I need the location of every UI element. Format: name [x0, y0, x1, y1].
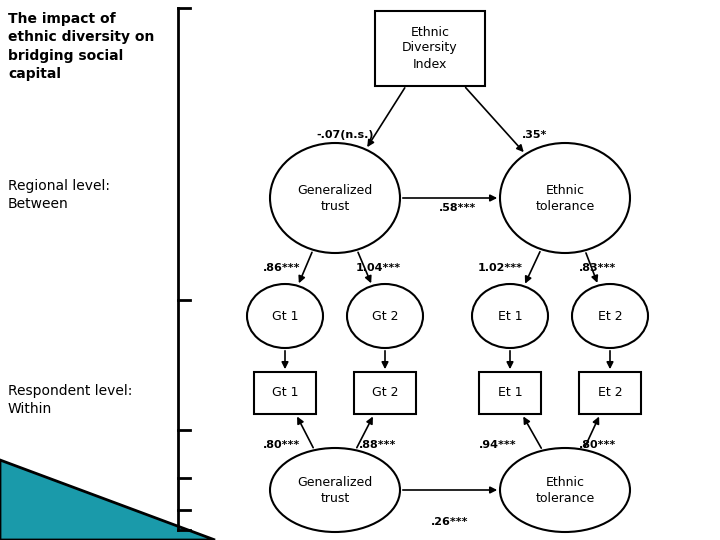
Bar [354, 372, 416, 414]
Text: 1.02***: 1.02*** [477, 263, 523, 273]
Ellipse shape [500, 448, 630, 532]
Text: .35*: .35* [522, 130, 548, 140]
Text: Et 2: Et 2 [598, 387, 622, 400]
Text: .86***: .86*** [264, 263, 301, 273]
Text: .80***: .80*** [580, 440, 616, 450]
Text: .94***: .94*** [480, 440, 517, 450]
Ellipse shape [247, 284, 323, 348]
Text: .80***: .80*** [264, 440, 301, 450]
Text: .58***: .58*** [439, 203, 477, 213]
Bar [375, 10, 485, 85]
Text: Generalized
trust: Generalized trust [297, 476, 373, 504]
Ellipse shape [270, 448, 400, 532]
Ellipse shape [270, 143, 400, 253]
Polygon shape [0, 460, 215, 540]
Bar [254, 372, 316, 414]
Ellipse shape [572, 284, 648, 348]
Text: Regional level:
Between: Regional level: Between [8, 179, 110, 211]
Ellipse shape [347, 284, 423, 348]
Text: Et 1: Et 1 [498, 309, 522, 322]
Text: Ethnic
tolerance: Ethnic tolerance [536, 476, 595, 504]
Text: .83***: .83*** [580, 263, 616, 273]
Text: Gt 1: Gt 1 [271, 309, 298, 322]
Text: .26***: .26*** [431, 517, 469, 527]
Bar [479, 372, 541, 414]
Ellipse shape [500, 143, 630, 253]
Bar [579, 372, 641, 414]
Text: The impact of
ethnic diversity on
bridging social
capital: The impact of ethnic diversity on bridgi… [8, 12, 154, 81]
Ellipse shape [472, 284, 548, 348]
Text: .88***: .88*** [359, 440, 397, 450]
Text: Ethnic
tolerance: Ethnic tolerance [536, 184, 595, 213]
Text: Gt 2: Gt 2 [372, 387, 398, 400]
Text: -.07(n.s.): -.07(n.s.) [316, 130, 374, 140]
Text: Respondent level:
Within: Respondent level: Within [8, 384, 132, 416]
Text: 1.04***: 1.04*** [356, 263, 400, 273]
Text: Et 2: Et 2 [598, 309, 622, 322]
Text: Gt 2: Gt 2 [372, 309, 398, 322]
Text: Generalized
trust: Generalized trust [297, 184, 373, 213]
Text: Gt 1: Gt 1 [271, 387, 298, 400]
Text: Et 1: Et 1 [498, 387, 522, 400]
Text: Ethnic
Diversity
Index: Ethnic Diversity Index [402, 25, 458, 71]
